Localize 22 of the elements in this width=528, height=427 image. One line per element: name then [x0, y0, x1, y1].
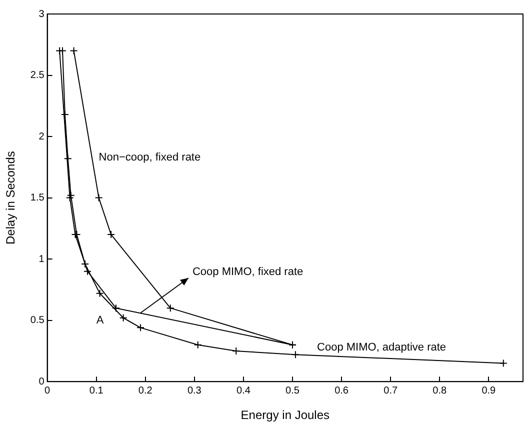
- y-tick-label: 0.5: [30, 315, 45, 326]
- annotation: Coop MIMO, adaptive rate: [317, 341, 446, 354]
- x-tick-label: 0.8: [432, 385, 448, 396]
- annotation: Coop MIMO, fixed rate: [192, 266, 304, 278]
- y-axis-title: Delay in Seconds: [4, 151, 18, 244]
- x-axis-title: Energy in Joules: [240, 408, 330, 422]
- x-tick-label: 0.5: [286, 385, 300, 396]
- x-tick-label: 0.2: [138, 385, 153, 396]
- y-tick-label: 0: [38, 376, 45, 388]
- y-tick-label: 1: [38, 254, 45, 265]
- x-tick-label: 0.1: [89, 385, 104, 396]
- y-tick-label: 1.5: [30, 192, 45, 204]
- x-tick-label: 0.9: [482, 385, 496, 396]
- x-tick-label: 0.6: [334, 385, 349, 396]
- annotation: Non−coop, fixed rate: [98, 151, 201, 164]
- y-tick-label: 2.5: [30, 70, 45, 82]
- x-tick-label: 0.3: [187, 385, 202, 396]
- x-tick-label: 0.7: [384, 385, 398, 396]
- y-tick-label: 3: [38, 8, 45, 20]
- x-tick-label: 0.4: [236, 385, 251, 396]
- annotation: A: [96, 314, 104, 326]
- y-tick-label: 2: [38, 131, 45, 142]
